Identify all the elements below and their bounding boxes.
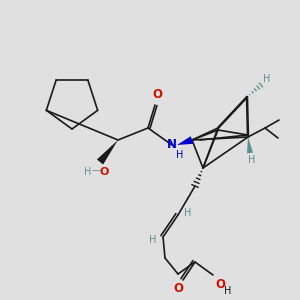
Text: H: H <box>248 155 256 165</box>
Text: H: H <box>184 208 192 218</box>
Polygon shape <box>247 137 253 153</box>
Polygon shape <box>97 140 118 164</box>
Text: H: H <box>263 74 271 84</box>
Text: H: H <box>84 167 92 177</box>
Text: O: O <box>215 278 225 290</box>
Text: —: — <box>92 167 100 176</box>
Text: H: H <box>149 235 157 245</box>
Text: O: O <box>152 88 162 101</box>
Text: O: O <box>99 167 109 177</box>
Text: H: H <box>176 150 184 160</box>
Text: O: O <box>173 281 183 295</box>
Text: H: H <box>224 286 232 296</box>
Text: N: N <box>167 139 177 152</box>
Polygon shape <box>177 136 193 145</box>
